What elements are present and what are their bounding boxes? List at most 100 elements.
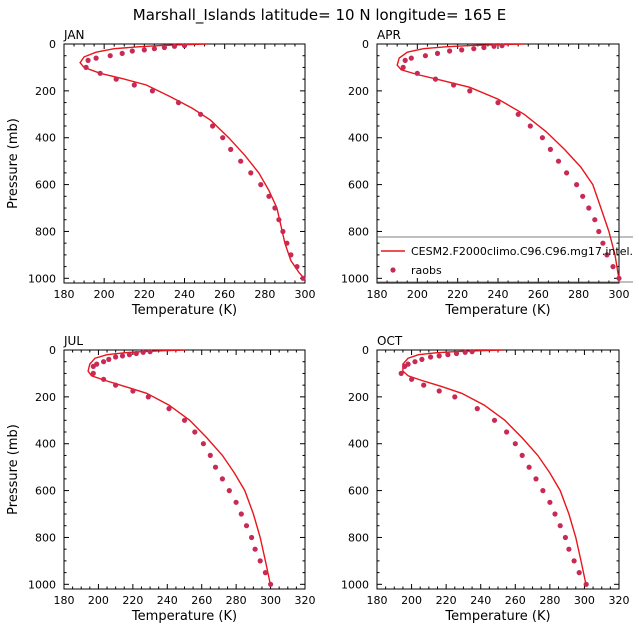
raobs-point (576, 570, 582, 576)
raobs-point (249, 534, 255, 541)
raobs-point (400, 64, 406, 70)
x-tick-label: 240 (174, 288, 195, 301)
y-tick-label: 200 (348, 85, 369, 98)
raobs-point (238, 511, 244, 517)
y-tick-label: 1000 (341, 578, 369, 591)
x-tick-label: 280 (539, 594, 560, 607)
raobs-point (428, 354, 434, 360)
raobs-point (119, 50, 125, 57)
raobs-point (557, 523, 563, 529)
y-tick-label: 400 (348, 132, 369, 145)
y-tick-label: 1000 (28, 578, 56, 591)
raobs-point (552, 511, 558, 517)
raobs-point (600, 240, 606, 246)
raobs-point (284, 240, 290, 246)
y-tick-label: 600 (348, 179, 369, 192)
raobs-point (469, 349, 475, 355)
raobs-point (596, 228, 602, 235)
raobs-point (83, 64, 89, 70)
model-profile-line (79, 44, 305, 280)
raobs-point (243, 523, 250, 529)
x-axis-title: Temperature (K) (131, 303, 237, 318)
raobs-point (175, 100, 182, 106)
raobs-point (107, 53, 113, 59)
raobs-point (540, 488, 546, 494)
raobs-point (422, 53, 428, 59)
raobs-point (181, 417, 188, 423)
raobs-point (207, 452, 213, 458)
raobs-point (248, 170, 254, 176)
raobs-point (113, 76, 119, 82)
raobs-point (434, 50, 441, 57)
raobs-point (571, 558, 577, 564)
raobs-point (145, 394, 151, 400)
x-tick-label: 320 (295, 594, 316, 607)
raobs-point (474, 406, 480, 412)
raobs-point (574, 182, 580, 188)
y-tick-label: 0 (49, 38, 56, 51)
plot-frame (63, 43, 306, 284)
x-tick-label: 260 (214, 288, 235, 301)
raobs-point (495, 100, 501, 106)
raobs-point (562, 534, 569, 541)
y-tick-label: 600 (348, 485, 369, 498)
raobs-point (93, 55, 99, 61)
raobs-point (445, 352, 451, 358)
raobs-point (499, 43, 505, 49)
raobs-point (402, 57, 408, 64)
x-tick-label: 200 (407, 288, 428, 301)
raobs-point (462, 349, 468, 355)
y-tick-label: 200 (35, 85, 56, 98)
raobs-point (519, 452, 525, 458)
raobs-point (212, 464, 219, 470)
y-tick-label: 0 (362, 38, 369, 51)
raobs-point (555, 158, 562, 164)
y-tick-label: 0 (49, 344, 56, 357)
raobs-point (219, 476, 225, 482)
x-tick-label: 200 (94, 288, 115, 301)
raobs-point (90, 363, 96, 369)
raobs-point (228, 146, 234, 152)
y-tick-label: 0 (362, 344, 369, 357)
raobs-point (238, 158, 244, 164)
raobs-point (149, 88, 155, 94)
x-tick-label: 220 (436, 594, 457, 607)
x-tick-label: 260 (191, 594, 212, 607)
raobs-point (131, 82, 137, 88)
raobs-point (512, 441, 518, 447)
panels: JAN 180 200 220 240 260 280 300 0 200 400 600 800 100… (6, 28, 633, 624)
panel-jan: JAN 180 200 220 240 260 280 300 0 200 400 600 800 100… (6, 28, 316, 318)
raobs-point (133, 350, 139, 357)
x-tick-label: 240 (157, 594, 178, 607)
y-tick-label: 600 (35, 485, 56, 498)
x-axis-title: Temperature (K) (131, 609, 237, 624)
raobs-point (106, 356, 112, 362)
raobs-point (436, 388, 442, 394)
raobs-point (258, 182, 264, 188)
x-tick-label: 300 (295, 288, 316, 301)
panel-label: OCT (377, 334, 403, 348)
x-tick-label: 220 (134, 288, 155, 301)
raobs-point (547, 146, 554, 152)
raobs-point (453, 350, 460, 357)
plot-frame (63, 349, 306, 590)
raobs-point (113, 382, 119, 388)
x-tick-label: 300 (260, 594, 281, 607)
y-axis-title: Pressure (mb) (6, 424, 21, 515)
raobs-point (527, 123, 533, 129)
legend-label-raobs: raobs (411, 264, 442, 277)
legend: CESM2.F2000climo.C96.C96.mg17.intel. raob… (377, 236, 633, 283)
y-tick-label: 200 (348, 391, 369, 404)
raobs-point (580, 193, 586, 199)
raobs-point (419, 356, 425, 362)
raobs-point (97, 70, 103, 76)
raobs-point (288, 252, 294, 258)
raobs-point (451, 82, 457, 88)
raobs-point (504, 429, 510, 435)
raobs-point (616, 275, 622, 281)
raobs-point (226, 488, 232, 494)
x-tick-label: 200 (401, 594, 422, 607)
panel-label: JUL (63, 334, 83, 348)
legend-point-swatch (390, 267, 396, 273)
